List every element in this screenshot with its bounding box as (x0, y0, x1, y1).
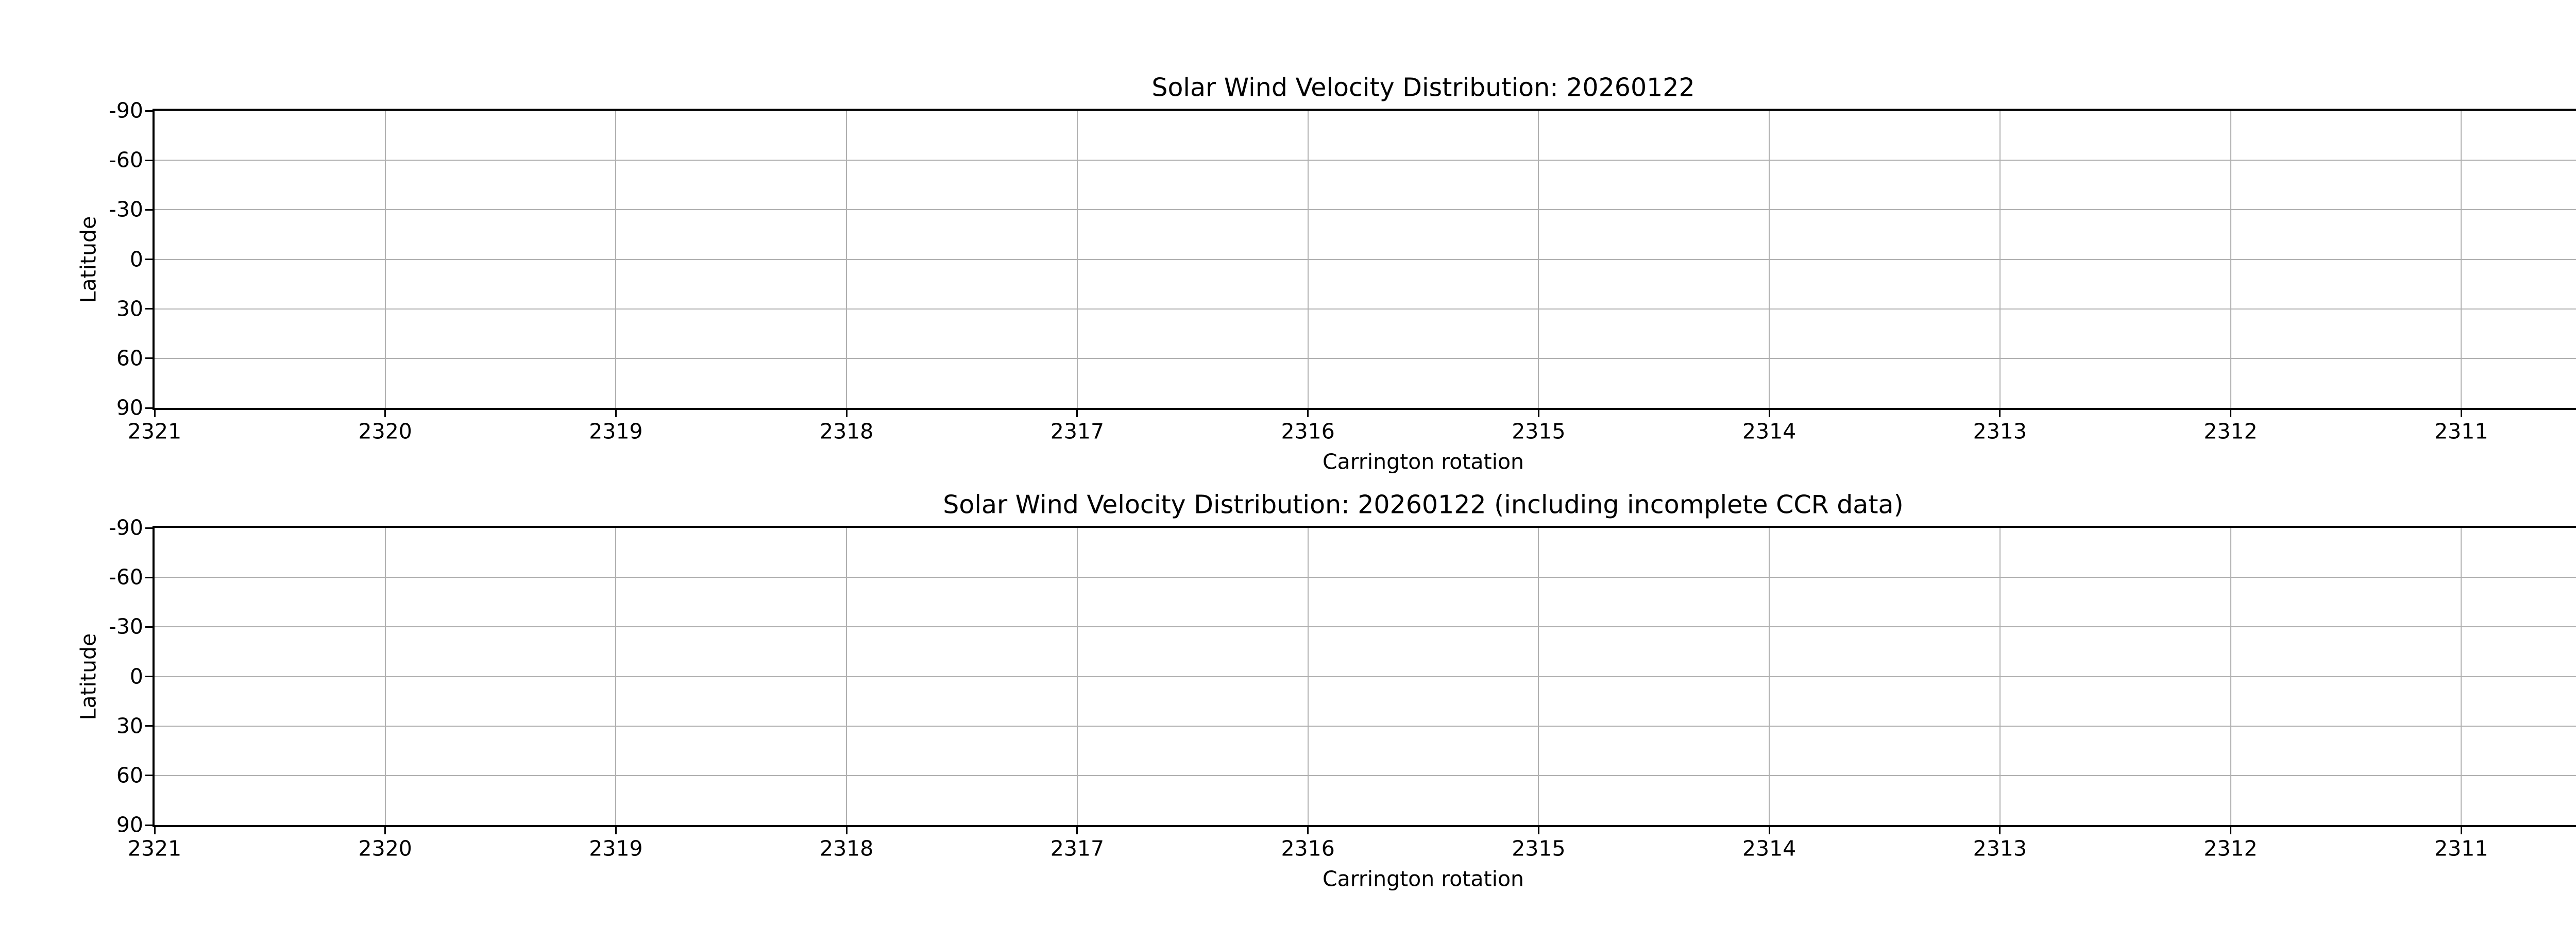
x-tick (1076, 410, 1078, 417)
plot-title: Solar Wind Velocity Distribution: 202601… (943, 490, 1904, 520)
x-tick-label: 2312 (2204, 419, 2258, 444)
y-tick (145, 527, 152, 529)
h-gridline (155, 160, 2576, 161)
x-tick-label: 2315 (1512, 836, 1566, 861)
x-tick-label: 2312 (2204, 836, 2258, 861)
y-tick (145, 209, 152, 211)
y-tick-label: 90 (116, 395, 143, 420)
x-tick (2230, 410, 2232, 417)
x-tick-label: 2314 (1742, 419, 1797, 444)
y-tick (145, 308, 152, 310)
x-tick-label: 2313 (1973, 836, 2027, 861)
x-tick (1307, 827, 1309, 834)
x-tick (2460, 827, 2462, 834)
y-tick-label: -90 (109, 515, 143, 540)
y-tick-label: -30 (109, 197, 143, 222)
x-tick-label: 2321 (127, 836, 182, 861)
x-axis-label: Carrington rotation (1322, 866, 1524, 891)
h-gridline (155, 626, 2576, 628)
x-tick-label: 2315 (1512, 419, 1566, 444)
x-tick-label: 2318 (820, 419, 874, 444)
x-tick (1768, 827, 1770, 834)
y-tick (145, 159, 152, 161)
x-tick (384, 827, 386, 834)
y-tick-label: 60 (116, 346, 143, 371)
h-gridline (155, 676, 2576, 677)
y-tick-label: 30 (116, 296, 143, 321)
y-tick (145, 725, 152, 727)
plot-area (152, 526, 2576, 827)
x-tick-label: 2314 (1742, 836, 1797, 861)
x-tick (615, 410, 617, 417)
x-tick-label: 2320 (358, 836, 412, 861)
h-gridline (155, 308, 2576, 310)
x-tick (1999, 827, 2001, 834)
x-tick-label: 2317 (1050, 419, 1105, 444)
x-tick-label: 2319 (589, 419, 643, 444)
y-tick (145, 110, 152, 112)
x-tick-label: 2311 (2434, 419, 2488, 444)
y-tick-label: -60 (109, 147, 143, 173)
y-tick (145, 676, 152, 677)
h-gridline (155, 577, 2576, 578)
h-gridline (155, 725, 2576, 727)
y-tick-label: 0 (129, 247, 143, 271)
x-tick (1768, 410, 1770, 417)
x-tick-label: 2313 (1973, 419, 2027, 444)
x-tick-label: 2311 (2434, 836, 2488, 861)
x-tick-label: 2318 (820, 836, 874, 861)
x-tick (845, 827, 848, 834)
y-tick (145, 407, 152, 409)
x-tick (2230, 827, 2232, 834)
y-tick-label: -90 (109, 98, 143, 123)
h-gridline (155, 775, 2576, 776)
x-tick-label: 2320 (358, 419, 412, 444)
y-tick (145, 357, 152, 359)
x-tick (1999, 410, 2001, 417)
x-tick (154, 410, 156, 417)
x-tick (2460, 410, 2462, 417)
y-tick-label: 90 (116, 812, 143, 837)
h-gridline (155, 357, 2576, 359)
y-tick-label: 30 (116, 713, 143, 739)
x-tick (845, 410, 848, 417)
x-tick-label: 2316 (1281, 836, 1335, 861)
x-tick-label: 2317 (1050, 836, 1105, 861)
h-gridline (155, 209, 2576, 211)
h-gridline (155, 259, 2576, 260)
y-tick (145, 824, 152, 826)
y-tick-label: -30 (109, 614, 143, 639)
y-tick (145, 259, 152, 260)
x-tick-label: 2321 (127, 419, 182, 444)
y-tick (145, 626, 152, 628)
y-tick (145, 775, 152, 777)
x-tick (615, 827, 617, 834)
y-tick-label: 60 (116, 763, 143, 788)
y-tick (145, 576, 152, 578)
plot-area (152, 109, 2576, 410)
y-tick-label: -60 (109, 564, 143, 590)
x-tick (1537, 827, 1539, 834)
x-axis-label: Carrington rotation (1322, 449, 1524, 474)
x-tick-label: 2316 (1281, 419, 1335, 444)
x-tick (154, 827, 156, 834)
x-tick (1537, 410, 1539, 417)
x-tick-label: 2319 (589, 836, 643, 861)
x-tick (384, 410, 386, 417)
x-tick (1076, 827, 1078, 834)
y-tick-label: 0 (129, 664, 143, 689)
plot-title: Solar Wind Velocity Distribution: 202601… (1151, 73, 1695, 102)
x-tick (1307, 410, 1309, 417)
